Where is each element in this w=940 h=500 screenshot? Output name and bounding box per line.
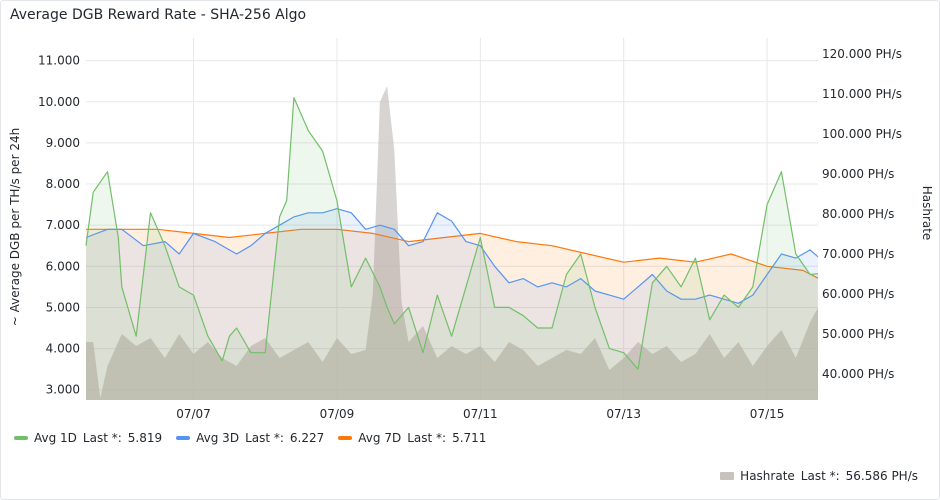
legend-last-label: Last *: [800,469,840,483]
x-tick-label: 07/13 [606,407,641,421]
legend-swatch [338,436,353,440]
series-area-hashrate [86,86,818,400]
series-line-avg-1d [85,97,819,370]
legend-last-value: 5.711 [452,431,487,445]
series-fill-avg-3d [86,208,818,400]
y-tick-label: 4.000 [46,342,80,356]
x-tick-label: 07/09 [320,407,355,421]
y2-tick-label: 110.000 PH/s [822,87,902,101]
panel-title: Average DGB Reward Rate - SHA-256 Algo [10,7,307,23]
y-axis-title: ~ Average DGB per TH/s per 24h [8,128,22,326]
y-tick-label: 6.000 [46,259,80,273]
legend-last-value: 5.819 [127,431,163,445]
y-tick-label: 3.000 [46,383,80,397]
y2-tick-label: 120.000 PH/s [822,47,902,61]
legend: Avg 1D Last *: 5.819 Avg 3D Last *: 6.227 Avg … [14,431,486,445]
legend-series-name: Avg 1D [34,431,77,445]
legend-last-label: Last *: [245,431,284,445]
legend-last-value: 6.227 [289,431,325,445]
y2-axis-title: Hashrate [920,186,934,241]
legend-series-name: Avg 3D [196,431,240,445]
legend-swatch-hashrate [720,472,735,480]
y-tick-label: 8.000 [46,177,80,191]
y-tick-label: 9.000 [46,136,80,150]
legend-last-value: 56.586 PH/s [845,469,918,483]
x-tick-label: 07/15 [750,407,785,421]
legend-swatch [176,436,191,440]
series-fill-avg-7d [86,229,818,400]
legend-series-name: Avg 7D [358,431,402,445]
y-tick-label: 11.000 [38,54,80,68]
legend-item-avg-1d[interactable]: Avg 1D Last *: 5.819 [14,431,162,445]
legend-item-hashrate[interactable]: Hashrate Last *: 56.586 PH/s [720,469,918,483]
legend-series-name: Hashrate [740,469,795,483]
y2-tick-label: 60.000 PH/s [822,287,894,301]
y-tick-label: 5.000 [46,300,80,314]
legend-item-avg-7d[interactable]: Avg 7D Last *: 5.711 [338,431,486,445]
y2-tick-label: 40.000 PH/s [822,367,894,381]
x-tick-label: 07/07 [176,407,211,421]
y-tick-label: 7.000 [46,218,80,232]
legend-swatch [14,436,28,440]
x-tick-label: 07/11 [463,407,498,421]
y2-tick-label: 80.000 PH/s [822,207,894,221]
series-fill-avg-1d [86,97,818,400]
y-tick-label: 10.000 [38,95,80,109]
y2-tick-label: 50.000 PH/s [822,327,894,341]
legend-last-label: Last *: [407,431,447,445]
y2-tick-label: 100.000 PH/s [822,127,902,141]
y2-tick-label: 70.000 PH/s [822,247,894,261]
y2-tick-label: 90.000 PH/s [822,167,894,181]
series-line-avg-3d [85,208,819,304]
legend-item-avg-3d[interactable]: Avg 3D Last *: 6.227 [176,431,324,445]
legend-last-label: Last *: [82,431,122,445]
